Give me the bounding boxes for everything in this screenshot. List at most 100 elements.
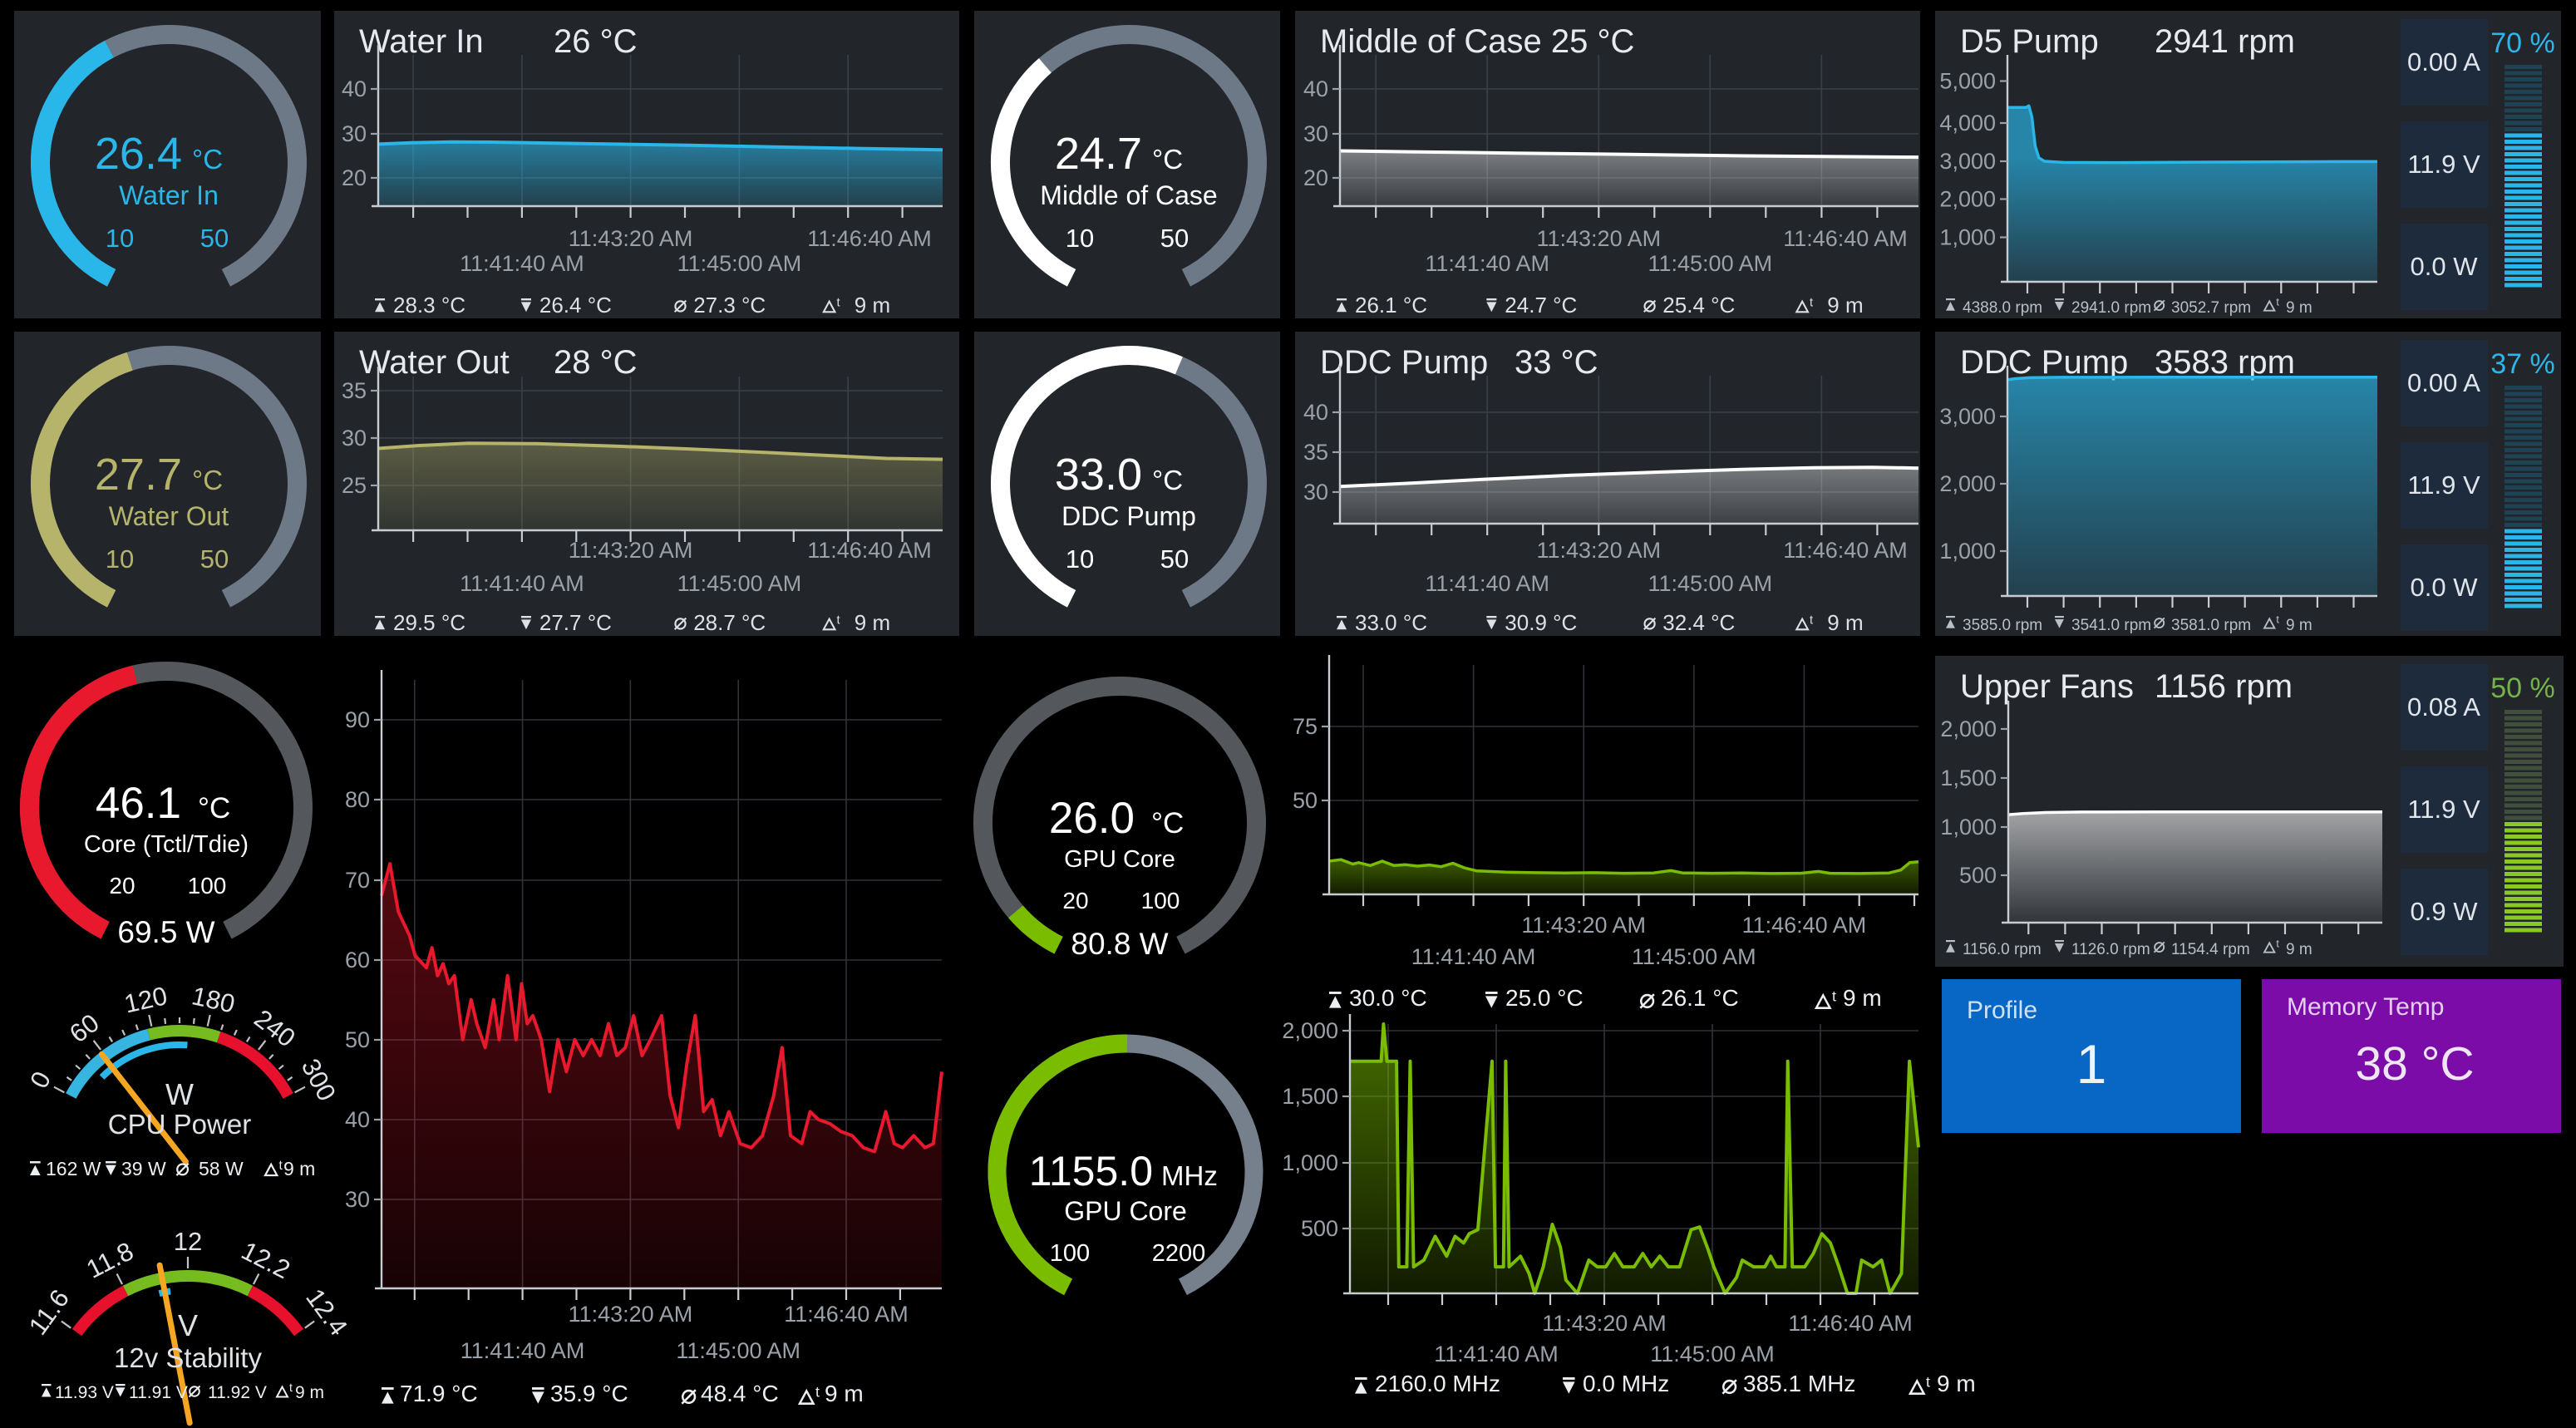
svg-text:9 m: 9 m — [283, 1158, 315, 1179]
svg-text:4,000: 4,000 — [1939, 111, 1996, 135]
svg-text:t: t — [289, 1381, 293, 1394]
svg-text:32.4 °C: 32.4 °C — [1662, 610, 1735, 635]
svg-text:GPU Core: GPU Core — [1064, 846, 1175, 873]
svg-text:1,000: 1,000 — [1940, 815, 1997, 840]
svg-text:Middle of Case 25 °C: Middle of Case 25 °C — [1320, 23, 1634, 60]
svg-text:100: 100 — [1050, 1240, 1090, 1267]
svg-text:25.4 °C: 25.4 °C — [1662, 293, 1735, 318]
svg-text:11:45:00 AM: 11:45:00 AM — [1650, 1342, 1775, 1366]
svg-text:1156 rpm: 1156 rpm — [2155, 668, 2293, 705]
svg-text:11:43:20 AM: 11:43:20 AM — [1536, 226, 1661, 251]
svg-text:11:46:40 AM: 11:46:40 AM — [1783, 538, 1908, 563]
svg-text:1154.4 rpm: 1154.4 rpm — [2171, 941, 2250, 958]
svg-text:39 W: 39 W — [121, 1158, 166, 1179]
svg-text:11:45:00 AM: 11:45:00 AM — [676, 1338, 800, 1363]
svg-text:385.1 MHz: 385.1 MHz — [1743, 1371, 1855, 1396]
svg-text:9 m: 9 m — [1827, 293, 1863, 318]
svg-text:9 m: 9 m — [2286, 299, 2312, 317]
svg-text:Water Out: Water Out — [359, 344, 510, 381]
svg-text:71.9 °C: 71.9 °C — [400, 1381, 478, 1406]
svg-text:50: 50 — [1293, 788, 1318, 813]
svg-text:26.4: 26.4 — [95, 129, 182, 179]
svg-text:28 °C: 28 °C — [554, 344, 638, 381]
svg-text:50: 50 — [345, 1027, 370, 1052]
svg-text:1,000: 1,000 — [1282, 1150, 1338, 1175]
svg-text:°C: °C — [1152, 144, 1183, 175]
svg-text:26.1 °C: 26.1 °C — [1661, 985, 1739, 1011]
svg-text:58 W: 58 W — [199, 1158, 244, 1179]
svg-text:11.91 V: 11.91 V — [129, 1383, 188, 1402]
svg-text:0.0 W: 0.0 W — [2411, 573, 2479, 602]
svg-text:9 m: 9 m — [855, 610, 890, 635]
svg-text:DDC Pump: DDC Pump — [1960, 344, 2128, 381]
svg-text:35.9 °C: 35.9 °C — [550, 1381, 628, 1406]
svg-text:69.5 W: 69.5 W — [117, 915, 214, 949]
svg-text:9 m: 9 m — [855, 293, 890, 318]
svg-text:11.9 V: 11.9 V — [2407, 150, 2480, 179]
svg-text:t: t — [2276, 296, 2279, 308]
svg-text:9 m: 9 m — [1827, 610, 1863, 635]
svg-text:500: 500 — [1301, 1216, 1338, 1241]
svg-text:70: 70 — [345, 868, 370, 893]
svg-text:20: 20 — [342, 165, 367, 190]
svg-text:30: 30 — [342, 426, 367, 451]
svg-text:37 %: 37 % — [2490, 348, 2555, 380]
svg-text:11:46:40 AM: 11:46:40 AM — [1788, 1311, 1913, 1336]
svg-text:50: 50 — [1160, 224, 1189, 253]
svg-text:11:41:40 AM: 11:41:40 AM — [1425, 571, 1549, 596]
svg-text:3052.7 rpm: 3052.7 rpm — [2171, 299, 2251, 317]
svg-text:DDC Pump: DDC Pump — [1061, 501, 1196, 531]
svg-text:11:41:40 AM: 11:41:40 AM — [461, 1338, 585, 1363]
svg-text:°C: °C — [198, 792, 230, 825]
svg-text:10: 10 — [106, 224, 134, 253]
svg-text:80.8 W: 80.8 W — [1071, 927, 1168, 961]
svg-text:t: t — [1832, 987, 1836, 1004]
svg-text:40: 40 — [1303, 400, 1328, 425]
svg-text:3541.0 rpm: 3541.0 rpm — [2071, 617, 2151, 634]
svg-text:27.7: 27.7 — [95, 450, 182, 500]
svg-text:35: 35 — [1303, 440, 1328, 465]
svg-text:11:45:00 AM: 11:45:00 AM — [1648, 571, 1772, 596]
svg-text:20: 20 — [1062, 888, 1088, 913]
svg-text:MHz: MHz — [1161, 1160, 1218, 1191]
svg-text:2,000: 2,000 — [1939, 187, 1996, 212]
svg-text:33.0: 33.0 — [1055, 450, 1142, 500]
svg-text:12: 12 — [174, 1227, 202, 1256]
svg-text:0.0 W: 0.0 W — [2411, 252, 2479, 281]
svg-text:20: 20 — [109, 873, 135, 899]
svg-text:11:45:00 AM: 11:45:00 AM — [1648, 251, 1772, 276]
svg-text:3585.0 rpm: 3585.0 rpm — [1963, 617, 2042, 634]
svg-text:3581.0 rpm: 3581.0 rpm — [2171, 617, 2251, 634]
svg-text:50: 50 — [200, 544, 229, 574]
svg-text:°C: °C — [1151, 807, 1184, 840]
svg-text:t: t — [837, 296, 840, 309]
svg-text:9 m: 9 m — [825, 1381, 864, 1406]
svg-text:38 °C: 38 °C — [2355, 1037, 2474, 1091]
svg-text:1,000: 1,000 — [1939, 225, 1996, 250]
svg-text:30: 30 — [345, 1187, 370, 1212]
svg-text:Middle of Case: Middle of Case — [1040, 180, 1217, 210]
svg-text:10: 10 — [106, 544, 134, 574]
svg-text:100: 100 — [188, 873, 227, 899]
svg-text:24.7: 24.7 — [1055, 129, 1142, 179]
svg-text:5,000: 5,000 — [1939, 69, 1996, 94]
svg-text:9 m: 9 m — [1937, 1371, 1976, 1396]
svg-text:t: t — [1810, 296, 1813, 309]
svg-text:0.0 MHz: 0.0 MHz — [1583, 1371, 1669, 1396]
svg-text:4388.0 rpm: 4388.0 rpm — [1963, 299, 2042, 317]
svg-text:11:46:40 AM: 11:46:40 AM — [807, 226, 932, 251]
svg-text:33.0 °C: 33.0 °C — [1355, 610, 1427, 635]
svg-text:2200: 2200 — [1152, 1240, 1206, 1267]
svg-text:1,500: 1,500 — [1940, 766, 1997, 790]
svg-text:V: V — [178, 1308, 198, 1342]
svg-text:80: 80 — [345, 787, 370, 812]
svg-text:Water In: Water In — [359, 23, 484, 60]
svg-text:11:43:20 AM: 11:43:20 AM — [569, 1302, 693, 1327]
svg-text:50: 50 — [1160, 544, 1189, 574]
svg-text:11:41:40 AM: 11:41:40 AM — [1411, 944, 1536, 969]
svg-text:t: t — [1810, 613, 1813, 627]
svg-text:Water In: Water In — [119, 180, 219, 210]
svg-text:2160.0 MHz: 2160.0 MHz — [1375, 1371, 1500, 1396]
svg-text:162 W: 162 W — [46, 1158, 101, 1179]
svg-text:500: 500 — [1959, 863, 1997, 888]
